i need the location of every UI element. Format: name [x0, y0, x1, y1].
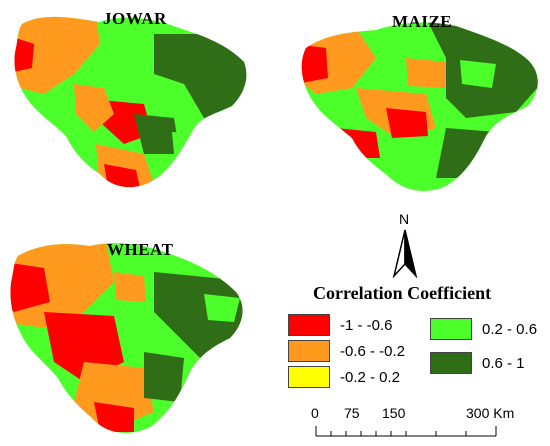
legend-swatch	[430, 318, 472, 340]
legend-label: -1 - -0.6	[340, 316, 393, 334]
legend-item: -1 - -0.6	[288, 314, 393, 336]
scale-bar	[315, 426, 497, 437]
map-wheat-graphic	[10, 243, 243, 433]
legend-item: -0.2 - 0.2	[288, 366, 400, 388]
legend-item: 0.2 - 0.6	[430, 318, 537, 340]
map-maize-graphic	[301, 22, 538, 191]
legend-label: 0.6 - 1	[482, 354, 525, 372]
north-arrow-icon	[392, 229, 418, 279]
scale-label: 0	[311, 405, 319, 421]
map-maize	[296, 8, 550, 198]
map-title-maize: MAIZE	[392, 12, 453, 31]
legend-swatch	[288, 340, 330, 362]
legend-label: -0.2 - 0.2	[340, 368, 401, 386]
map-title-jowar: JOWAR	[103, 9, 167, 28]
legend-item: 0.6 - 1	[430, 352, 525, 374]
scale-label: 75	[344, 405, 360, 421]
map-wheat	[4, 232, 256, 444]
scale-label: 300 Km	[466, 405, 515, 421]
legend-swatch	[430, 352, 472, 374]
legend-title: Correlation Coefficient	[313, 283, 492, 303]
legend-label: -0.6 - -0.2	[340, 342, 406, 360]
legend-label: 0.2 - 0.6	[482, 320, 538, 338]
map-jowar	[4, 4, 254, 194]
north-arrow-label: N	[399, 211, 410, 227]
map-title-wheat: WHEAT	[107, 240, 174, 259]
scale-label: 150	[382, 405, 406, 421]
legend-swatch	[288, 366, 330, 388]
legend-swatch	[288, 314, 330, 336]
map-jowar-graphic	[14, 16, 247, 188]
legend-item: -0.6 - -0.2	[288, 340, 405, 362]
